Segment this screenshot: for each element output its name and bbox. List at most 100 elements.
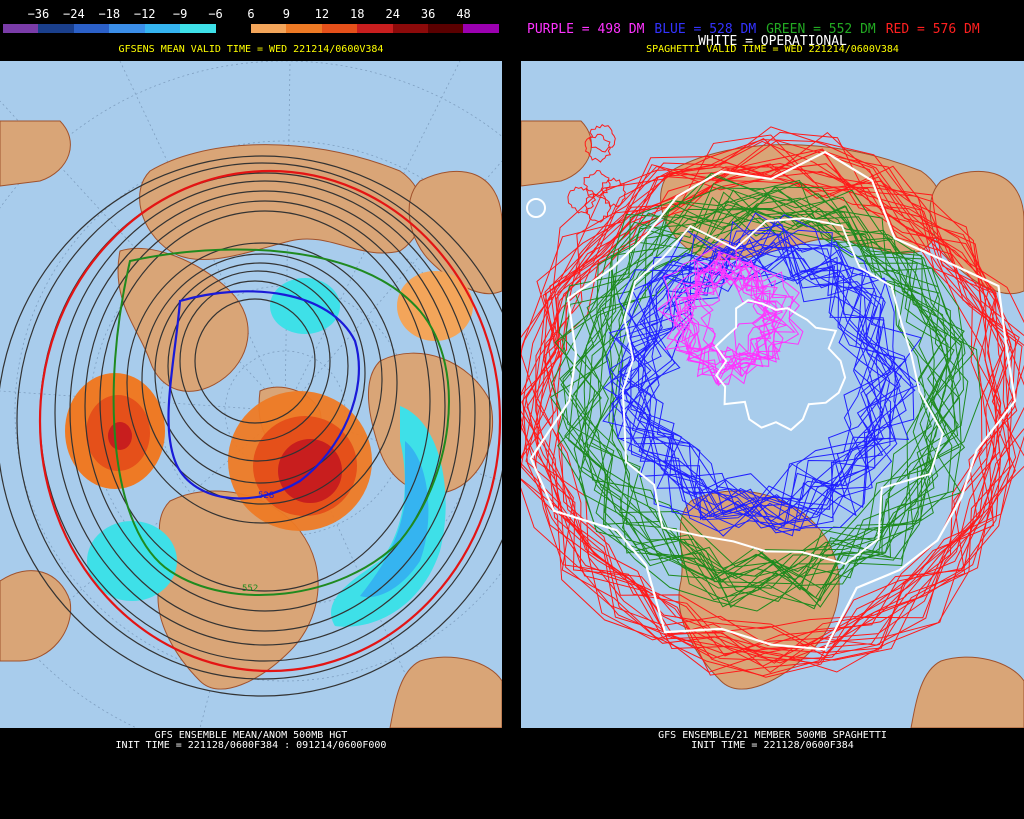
- legend-entry: GREEN = 552 DM: [766, 22, 876, 37]
- colorbar-swatch: [250, 24, 287, 33]
- spaghetti-line: [622, 249, 898, 529]
- ensemble-mean-panel: −36 −24 −18 −12 −9 −6 6 9 12 18 24 36 48 GFSENS MEAN…: [0, 0, 502, 819]
- contour-528: [167, 290, 360, 500]
- spaghetti-line: [521, 164, 1009, 678]
- spaghetti-line: [583, 169, 611, 197]
- spaghetti-line: [684, 268, 788, 385]
- spaghetti-line: [696, 250, 800, 361]
- colorbar-labels: −36 −24 −18 −12 −9 −6 6 9 12 18 24 36 48: [3, 7, 499, 21]
- spaghetti-line: [521, 166, 1017, 662]
- panel-divider: [502, 0, 521, 819]
- spaghetti-line: [674, 272, 788, 385]
- spaghetti-line: [554, 209, 949, 577]
- spaghetti-line: [559, 189, 965, 583]
- spaghetti-line: [618, 233, 892, 518]
- colorbar-swatch: [463, 24, 499, 33]
- spaghetti-line: [521, 164, 1002, 649]
- colorbar-swatch: [286, 24, 322, 33]
- spaghetti-line: [535, 131, 1024, 664]
- spaghetti-line: [567, 186, 597, 214]
- left-valid-time: GFSENS MEAN VALID TIME = WED 221214/0600…: [118, 44, 384, 55]
- anomaly-colorbar: [3, 24, 499, 33]
- spaghetti-line: [684, 251, 788, 363]
- colorbar-swatch: [3, 24, 39, 33]
- contour-576: [38, 169, 502, 673]
- colorbar-label: 18: [350, 7, 365, 21]
- colorbar-swatch: [180, 24, 216, 33]
- operational-closed-low: [526, 198, 546, 218]
- contour-label-528: 528: [258, 491, 274, 501]
- colorbar-label: −36: [27, 7, 50, 21]
- colorbar-label: −12: [133, 7, 156, 21]
- spaghetti-line: [573, 196, 953, 598]
- contour-label-552: 552: [242, 584, 258, 594]
- right-caption-init: INIT TIME = 221128/0600F384: [691, 740, 854, 751]
- colorbar-swatch: [428, 24, 464, 33]
- spaghetti-line: [621, 217, 944, 565]
- spaghetti-line: [638, 243, 921, 523]
- left-caption-init: INIT TIME = 221128/0600F384 : 091214/060…: [115, 740, 387, 751]
- spaghetti-line: [618, 243, 908, 529]
- colorbar-label: 6: [247, 7, 255, 21]
- spaghetti-line: [529, 150, 1017, 651]
- colorbar-label: −18: [98, 7, 121, 21]
- spaghetti-line: [714, 299, 847, 432]
- spaghetti-line: [693, 267, 804, 375]
- colorbar-label: −24: [63, 7, 85, 21]
- colorbar-swatch: [73, 24, 110, 33]
- spaghetti-contours: [521, 124, 1024, 678]
- spaghetti-line: [664, 261, 770, 386]
- spaghetti-line: [544, 165, 1024, 673]
- spaghetti-line: [521, 139, 1009, 667]
- spaghetti-line: [535, 148, 1016, 673]
- colorbar-swatch: [109, 24, 145, 33]
- colorbar-swatch: [215, 24, 251, 33]
- spaghetti-line: [602, 238, 899, 532]
- spaghetti-line: [623, 241, 916, 518]
- spaghetti-line: [630, 220, 907, 532]
- legend-entry: BLUE = 528 DM: [654, 22, 757, 37]
- colorbar-label: 9: [282, 7, 291, 21]
- spaghetti-line: [521, 152, 1013, 676]
- spaghetti-line: [683, 267, 780, 374]
- colorbar-label: 12: [314, 7, 330, 21]
- spaghetti-legend: PURPLE = 498 DM BLUE = 528 DM GREEN = 552 …: [527, 22, 990, 37]
- colorbar-label: 24: [385, 7, 400, 21]
- colorbar-swatch: [321, 24, 358, 33]
- right-caption-title: GFS ENSEMBLE/21 MEMBER 500MB SPAGHETTI: [658, 730, 887, 741]
- spaghetti-line: [661, 242, 768, 359]
- left-caption-title: GFS ENSEMBLE MEAN/ANOM 500MB HGT: [154, 730, 348, 741]
- spaghetti-line: [602, 245, 901, 518]
- contour-552: [112, 248, 450, 596]
- spaghetti-line: [605, 237, 893, 537]
- colorbar-swatch: [144, 24, 181, 33]
- spaghetti-panel: PURPLE = 498 DM BLUE = 528 DM GREEN = 552 …: [521, 0, 1024, 819]
- spaghetti-line: [525, 149, 1017, 646]
- colorbar-swatch: [392, 24, 429, 33]
- spaghetti-line: [557, 174, 945, 591]
- colorbar-swatch: [38, 24, 74, 33]
- spaghetti-line: [522, 162, 1024, 657]
- legend-entry: RED = 576 DM: [885, 22, 980, 37]
- right-valid-time: SPAGHETTI VALID TIME = WED 221214/0600V3…: [646, 44, 899, 55]
- spaghetti-line: [584, 133, 612, 163]
- spaghetti-line: [638, 244, 896, 537]
- spaghetti-line: [536, 126, 1020, 654]
- anomaly-shading: [65, 271, 473, 627]
- ensemble-mean-map: 528 552: [0, 61, 502, 728]
- spaghetti-line: [638, 229, 915, 529]
- legend-entry: PURPLE = 498 DM: [527, 22, 645, 37]
- spaghetti-map: [521, 61, 1024, 728]
- colorbar-label: 36: [420, 7, 436, 21]
- spaghetti-line: [557, 196, 960, 583]
- spaghetti-line: [584, 193, 612, 223]
- spaghetti-line: [611, 224, 878, 516]
- spaghetti-line: [521, 151, 1002, 677]
- spaghetti-line: [637, 247, 912, 534]
- colorbar-swatch: [357, 24, 393, 33]
- spaghetti-line: [558, 206, 961, 577]
- spaghetti-line: [521, 170, 1023, 657]
- operational-legend: WHITE = OPERATIONAL: [698, 34, 847, 49]
- colorbar-label: −6: [208, 7, 223, 21]
- spaghetti-line: [586, 193, 975, 603]
